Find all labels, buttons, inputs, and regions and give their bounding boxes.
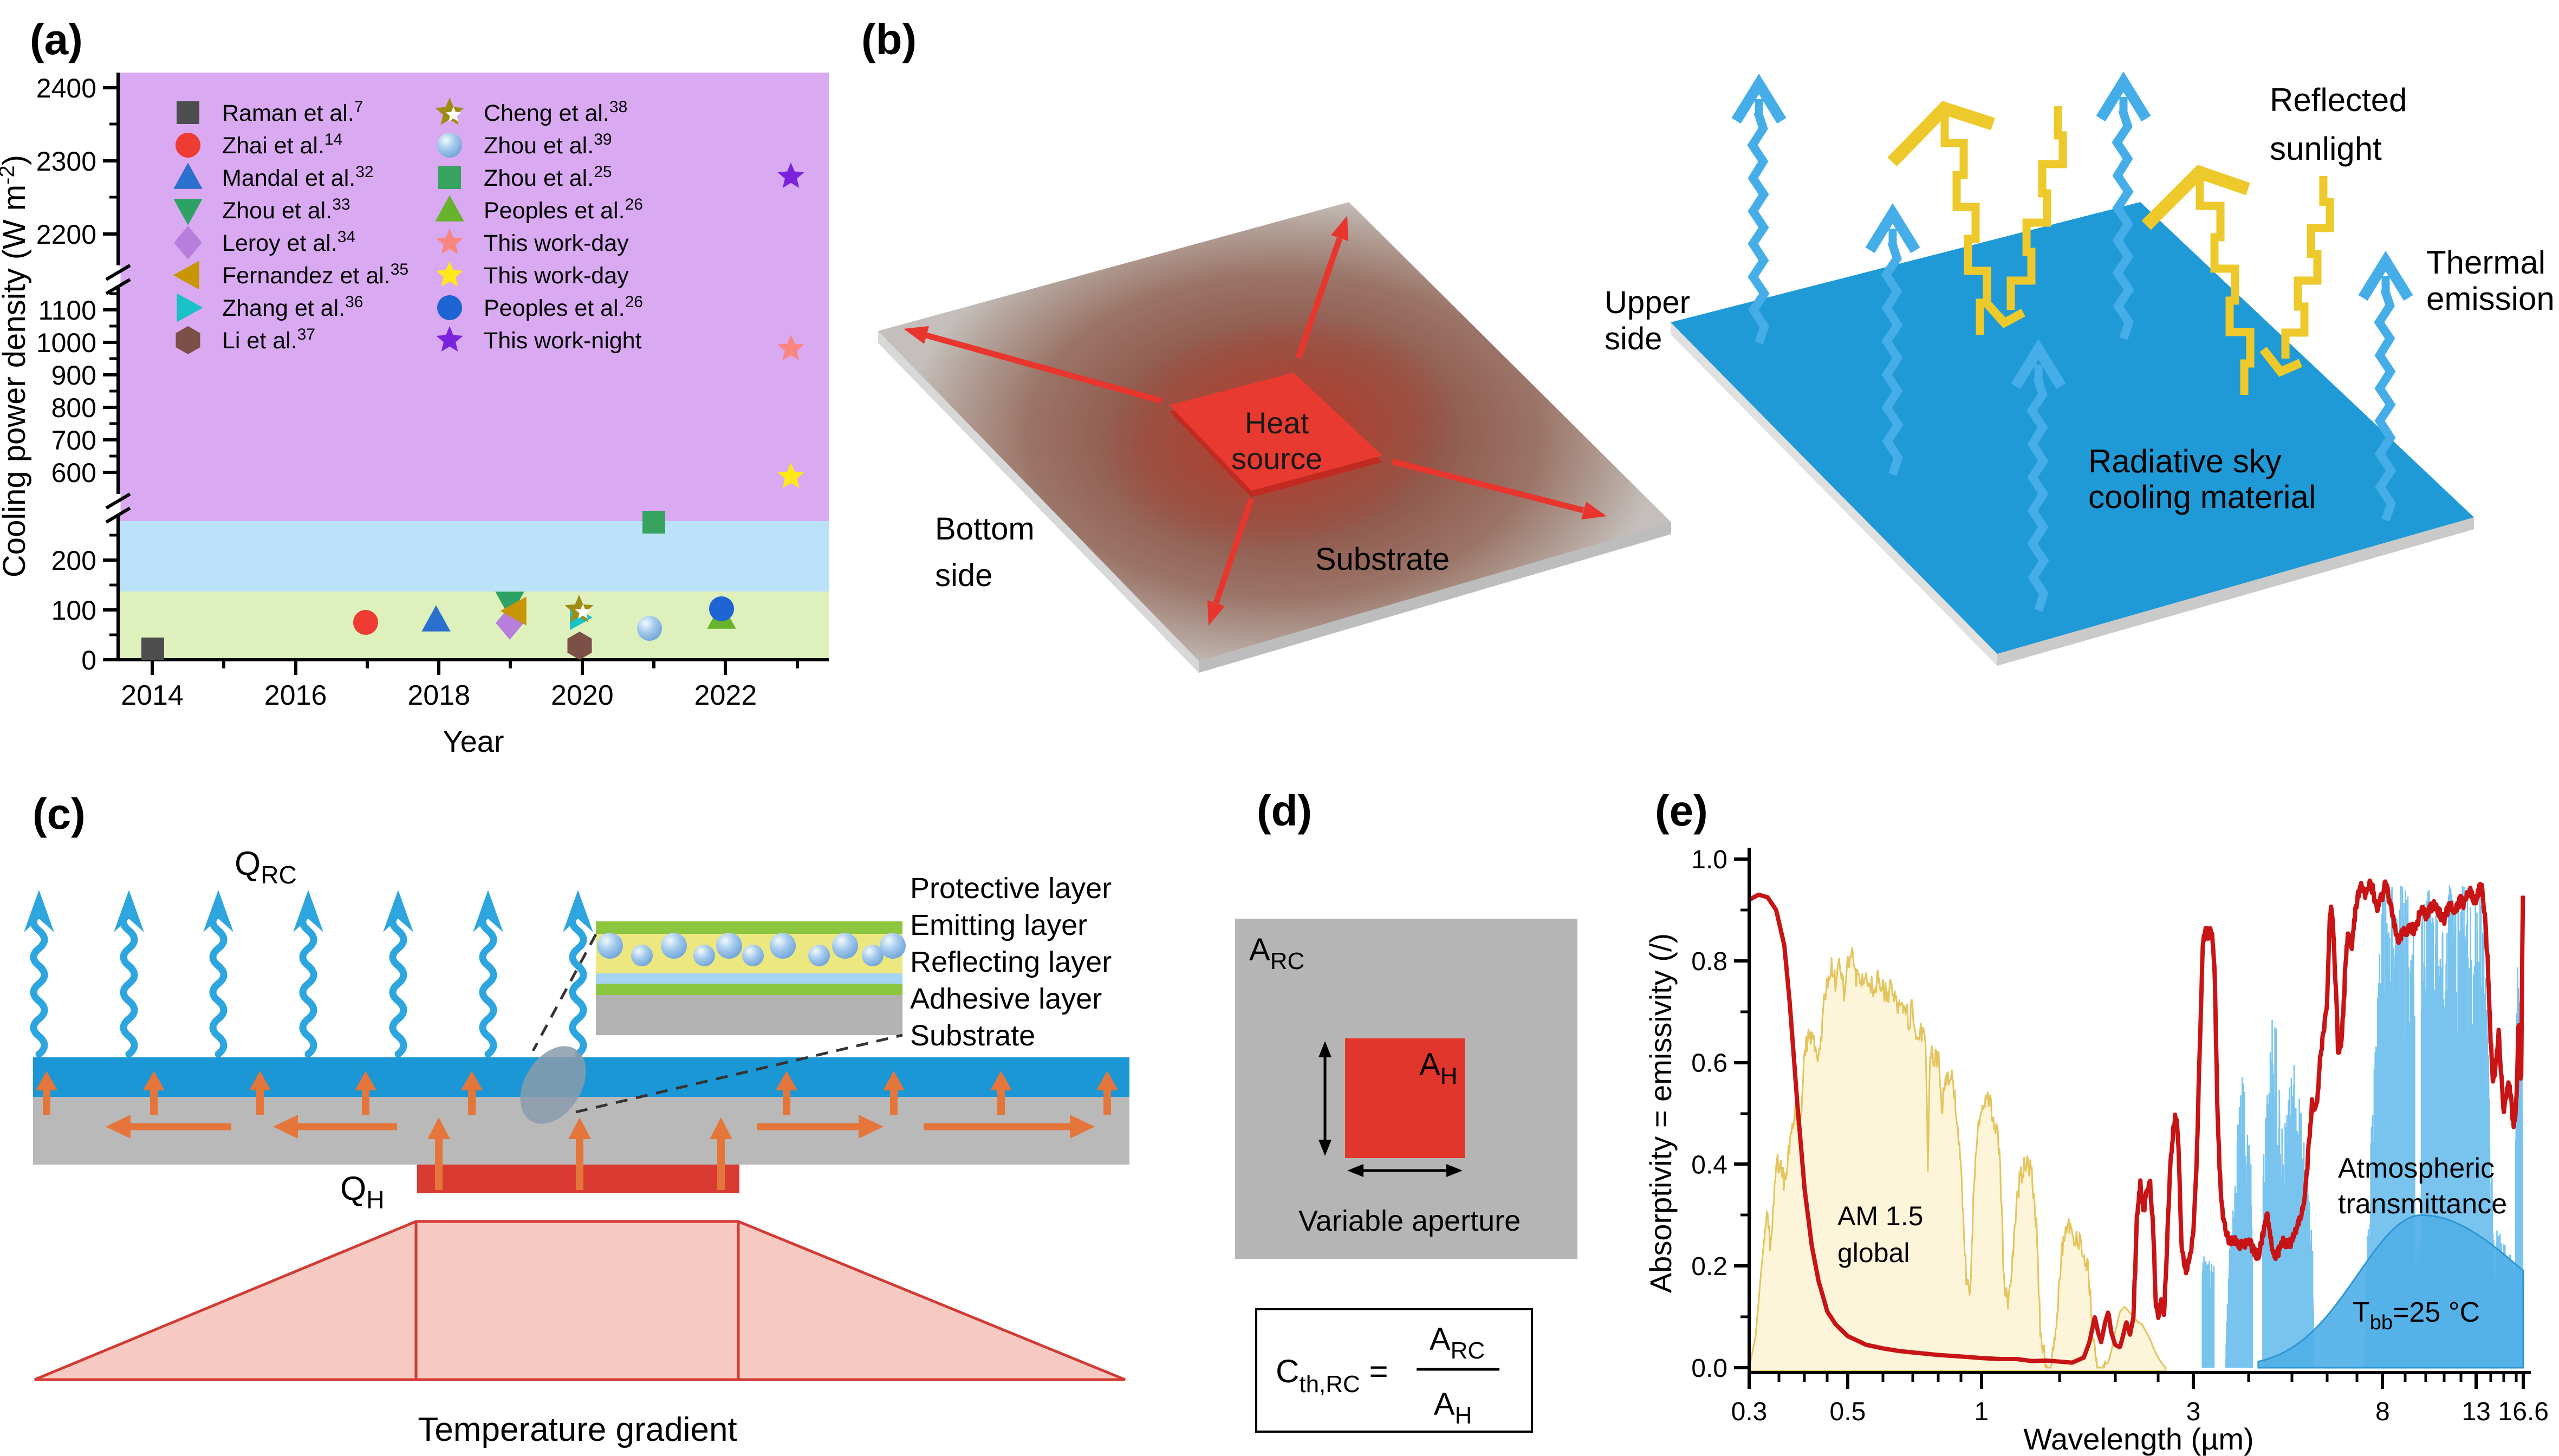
svg-text:8: 8 — [2375, 1398, 2390, 1426]
svg-text:QRC: QRC — [235, 845, 297, 889]
svg-text:Wavelength (µm): Wavelength (µm) — [2023, 1422, 2253, 1456]
svg-text:2200: 2200 — [36, 219, 96, 250]
svg-text:Peoples et al.26: Peoples et al.26 — [484, 293, 643, 321]
svg-text:900: 900 — [51, 360, 96, 391]
svg-text:Bottom: Bottom — [935, 511, 1035, 547]
svg-text:Emitting layer: Emitting layer — [910, 909, 1087, 941]
svg-text:Mandal et al.32: Mandal et al.32 — [222, 163, 374, 191]
svg-text:1: 1 — [1974, 1398, 1989, 1426]
svg-text:800: 800 — [51, 393, 96, 423]
svg-text:100: 100 — [51, 595, 96, 626]
svg-text:transmittance: transmittance — [2338, 1188, 2507, 1220]
svg-text:emission: emission — [2426, 281, 2555, 317]
svg-text:2016: 2016 — [264, 680, 327, 711]
svg-text:2018: 2018 — [407, 680, 470, 711]
svg-text:Reflected: Reflected — [2270, 82, 2407, 118]
svg-text:200: 200 — [51, 545, 96, 576]
svg-text:Peoples et al.26: Peoples et al.26 — [484, 196, 643, 224]
svg-text:700: 700 — [51, 425, 96, 456]
svg-text:2014: 2014 — [121, 680, 184, 711]
svg-text:0.3: 0.3 — [1731, 1398, 1768, 1426]
svg-text:0: 0 — [81, 645, 96, 675]
svg-text:QH: QH — [340, 1170, 384, 1214]
svg-text:0.4: 0.4 — [1691, 1150, 1727, 1179]
svg-text:2020: 2020 — [551, 680, 614, 711]
svg-text:Substrate: Substrate — [1315, 542, 1450, 577]
svg-text:global: global — [1837, 1238, 1909, 1268]
svg-text:1100: 1100 — [38, 295, 96, 326]
svg-text:Variable aperture: Variable aperture — [1298, 1205, 1521, 1237]
svg-text:0.6: 0.6 — [1691, 1049, 1727, 1078]
svg-text:Temperature gradient: Temperature gradient — [418, 1411, 737, 1448]
svg-text:Raman et al.7: Raman et al.7 — [222, 98, 363, 126]
svg-text:(a): (a) — [30, 15, 83, 63]
svg-text:cooling material: cooling material — [2088, 479, 2316, 515]
svg-text:Thermal: Thermal — [2426, 244, 2545, 281]
svg-text:Zhou et al.25: Zhou et al.25 — [484, 163, 612, 191]
svg-text:(b): (b) — [861, 15, 917, 63]
svg-text:0.5: 0.5 — [1830, 1398, 1866, 1426]
svg-text:(c): (c) — [33, 790, 86, 838]
svg-text:Radiative sky: Radiative sky — [2088, 443, 2282, 479]
svg-text:0.8: 0.8 — [1691, 947, 1727, 976]
svg-text:This work-day: This work-day — [484, 263, 629, 289]
svg-text:3: 3 — [2186, 1398, 2201, 1426]
svg-text:This work-day: This work-day — [484, 230, 629, 256]
svg-text:Tbb=25 °C: Tbb=25 °C — [2353, 1297, 2480, 1334]
svg-text:Cooling power density (W m-2): Cooling power density (W m-2) — [0, 155, 32, 577]
svg-text:Fernandez et al.35: Fernandez et al.35 — [222, 261, 408, 289]
svg-text:Adhesive layer: Adhesive layer — [910, 983, 1102, 1015]
svg-text:source: source — [1231, 441, 1322, 476]
svg-text:Reflecting layer: Reflecting layer — [910, 946, 1112, 978]
svg-text:1.0: 1.0 — [1691, 846, 1727, 874]
svg-text:2300: 2300 — [36, 146, 96, 177]
svg-text:Atmospheric: Atmospheric — [2338, 1153, 2495, 1184]
svg-text:Upper: Upper — [1605, 285, 1690, 320]
svg-text:Zhang et al.36: Zhang et al.36 — [222, 293, 363, 321]
svg-text:side: side — [935, 558, 992, 593]
svg-text:2400: 2400 — [36, 73, 96, 103]
svg-text:600: 600 — [51, 458, 96, 488]
svg-text:1000: 1000 — [36, 328, 96, 358]
svg-text:Zhou et al.39: Zhou et al.39 — [484, 131, 612, 159]
svg-text:0.0: 0.0 — [1691, 1354, 1727, 1383]
svg-text:This work-night: This work-night — [484, 328, 642, 354]
svg-text:Heat: Heat — [1245, 406, 1309, 440]
svg-text:Cheng et al.38: Cheng et al.38 — [484, 98, 627, 126]
svg-text:16.6: 16.6 — [2498, 1398, 2549, 1426]
svg-text:sunlight: sunlight — [2270, 131, 2382, 167]
svg-text:0.2: 0.2 — [1691, 1252, 1727, 1281]
svg-text:Zhou et al.33: Zhou et al.33 — [222, 196, 350, 224]
svg-text:side: side — [1605, 321, 1662, 356]
svg-text:13: 13 — [2461, 1398, 2490, 1426]
svg-text:Zhai et al.14: Zhai et al.14 — [222, 131, 342, 159]
svg-text:Year: Year — [443, 724, 504, 758]
svg-text:Substrate: Substrate — [910, 1019, 1035, 1052]
svg-text:(d): (d) — [1257, 786, 1312, 835]
svg-text:Absorptivity = emissivity (/): Absorptivity = emissivity (/) — [1644, 933, 1678, 1293]
svg-text:2022: 2022 — [694, 680, 757, 711]
svg-text:AM 1.5: AM 1.5 — [1837, 1201, 1923, 1231]
svg-text:Protective layer: Protective layer — [910, 872, 1112, 905]
svg-text:Leroy et al.34: Leroy et al.34 — [222, 228, 355, 256]
svg-text:(e): (e) — [1655, 786, 1708, 835]
